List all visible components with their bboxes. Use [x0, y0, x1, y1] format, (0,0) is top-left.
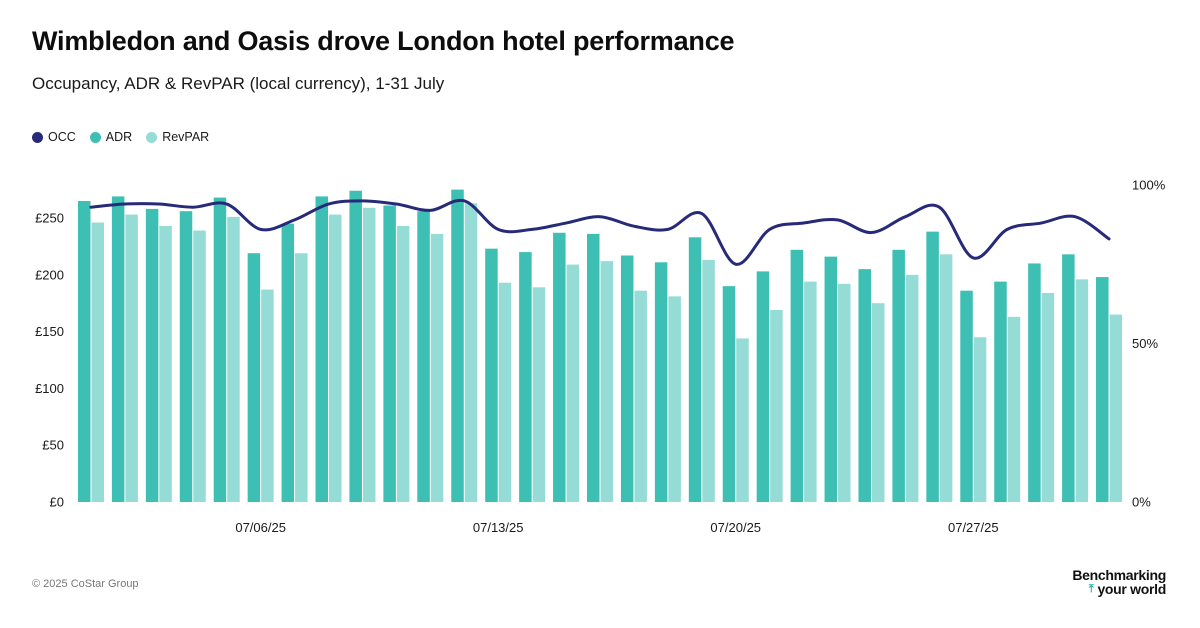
adr-bar — [1028, 263, 1041, 502]
revpar-bar — [736, 338, 749, 502]
revpar-bar — [702, 260, 715, 502]
brand-logo: Benchmarking ⤒ your world — [1072, 568, 1166, 596]
adr-bar — [994, 281, 1007, 502]
x-tick-label: 07/13/25 — [473, 520, 524, 535]
revpar-bar — [362, 207, 376, 502]
adr-bar — [722, 286, 736, 502]
legend-occ-label: OCC — [48, 130, 76, 144]
adr-bar — [1062, 254, 1075, 502]
revpar-bar — [939, 254, 953, 502]
revpar-bar — [159, 225, 172, 502]
y2-tick-label: 50% — [1132, 336, 1158, 351]
adr-bar — [756, 271, 770, 502]
revpar-bar — [532, 287, 546, 502]
revpar-bar — [1075, 279, 1089, 502]
revpar-bar — [804, 281, 817, 502]
revpar-bar — [871, 303, 885, 502]
adr-bar — [519, 252, 532, 502]
brand-line-2: your world — [1097, 581, 1166, 597]
x-tick-label: 07/20/25 — [710, 520, 761, 535]
revpar-bar — [973, 337, 987, 502]
adr-bar — [111, 196, 125, 503]
revpar-bar — [295, 253, 308, 502]
revpar-bar — [600, 261, 613, 502]
adr-bar — [824, 256, 838, 502]
adr-bar — [1096, 277, 1109, 502]
legend-item-revpar: RevPAR — [146, 130, 209, 144]
adr-bar — [654, 262, 668, 502]
revpar-bar — [227, 216, 240, 503]
y2-tick-label: 0% — [1132, 495, 1151, 510]
y-tick-label: £50 — [42, 438, 64, 453]
revpar-bar — [498, 282, 512, 502]
adr-bar — [213, 197, 227, 503]
revpar-bar — [1041, 292, 1055, 502]
adr-bar — [451, 189, 464, 502]
y2-tick-label: 100% — [1132, 178, 1166, 193]
legend-adr-marker — [89, 131, 101, 143]
adr-bar — [790, 249, 804, 502]
legend-revpar-marker — [146, 131, 158, 143]
legend-item-occ: OCC — [32, 130, 76, 144]
adr-bar — [179, 211, 193, 502]
revpar-bar — [329, 214, 342, 502]
x-tick-label: 07/27/25 — [948, 520, 999, 535]
occ-line — [89, 198, 1111, 266]
adr-bar — [553, 232, 566, 502]
y-tick-label: £100 — [35, 381, 64, 396]
adr-bar — [145, 208, 159, 502]
adr-bar — [281, 223, 295, 502]
revpar-bar — [838, 283, 851, 502]
adr-bar — [485, 248, 498, 502]
revpar-bar — [91, 222, 104, 503]
y-tick-label: £0 — [50, 495, 64, 510]
revpar-bar — [430, 233, 444, 502]
chart-subtitle: Occupancy, ADR & RevPAR (local currency)… — [32, 74, 445, 93]
revpar-bar — [668, 296, 681, 502]
chart-title: Wimbledon and Oasis drove London hotel p… — [32, 26, 735, 56]
revpar-bar — [905, 274, 919, 502]
revpar-bar — [566, 264, 580, 502]
adr-bar — [688, 237, 702, 502]
upload-arrow-icon: ⤒ — [1088, 583, 1094, 595]
revpar-bar — [770, 310, 783, 502]
adr-bar — [892, 249, 905, 502]
adr-bar — [77, 200, 91, 502]
x-tick-label: 07/06/25 — [235, 520, 286, 535]
adr-bar — [587, 233, 600, 502]
adr-bar — [247, 253, 261, 502]
adr-bar — [620, 255, 634, 502]
adr-bar — [858, 269, 871, 502]
legend-occ-marker — [32, 131, 43, 143]
adr-bar — [383, 205, 396, 502]
copyright-text: © 2025 CoStar Group — [32, 578, 139, 590]
revpar-bar — [1007, 316, 1021, 502]
adr-bar — [315, 196, 329, 503]
y-tick-label: £250 — [35, 211, 64, 226]
chart-legend: OCC ADR RevPAR — [32, 130, 209, 144]
adr-bar — [926, 231, 939, 502]
adr-bar — [960, 290, 973, 502]
revpar-bar — [464, 203, 478, 503]
adr-bar — [349, 190, 362, 503]
legend-adr-label: ADR — [105, 130, 133, 144]
revpar-bar — [1109, 314, 1123, 502]
brand-line-1: Benchmarking — [1072, 567, 1166, 583]
y-tick-label: £200 — [35, 267, 64, 282]
legend-item-adr: ADR — [89, 130, 133, 144]
y-tick-label: £150 — [35, 324, 64, 339]
revpar-bar — [396, 225, 410, 502]
revpar-bar — [634, 290, 647, 502]
revpar-bar — [261, 289, 274, 502]
revpar-bar — [193, 230, 206, 502]
adr-bar — [417, 211, 430, 502]
revpar-bar — [125, 214, 138, 502]
legend-revpar-label: RevPAR — [162, 130, 210, 144]
